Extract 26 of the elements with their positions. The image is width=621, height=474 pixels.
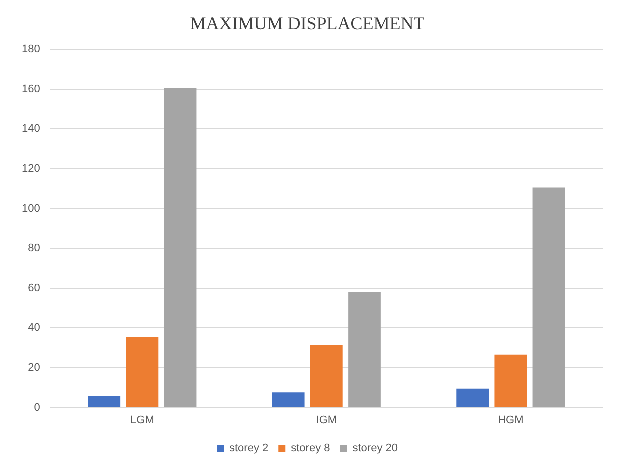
y-tick-label: 60 [28,282,40,294]
y-tick-label: 80 [28,242,40,255]
bar [456,388,489,408]
bar [164,88,197,408]
legend-label: storey 8 [291,442,330,455]
y-tick-label: 120 [22,163,40,176]
bar [88,396,121,408]
y-tick-label: 0 [34,402,40,414]
y-tick-label: 20 [28,362,40,374]
y-tick-label: 140 [22,123,40,136]
bar [494,354,528,408]
bar [348,292,381,408]
chart-title: MAXIMUM DISPLACEMENT [190,14,425,34]
y-tick-label: 180 [22,44,40,56]
x-tick-label: LGM [130,414,154,426]
x-tick-label: IGM [316,414,338,426]
bar [126,336,159,408]
bar [532,188,566,408]
bar [272,392,305,408]
y-tick-label: 160 [22,83,40,96]
x-tick-label: HGM [498,414,524,426]
legend-label: storey 20 [352,442,398,455]
bar [310,346,343,408]
y-tick-label: 100 [22,202,40,215]
y-tick-label: 40 [28,322,40,334]
legend-label: storey 2 [230,442,269,455]
